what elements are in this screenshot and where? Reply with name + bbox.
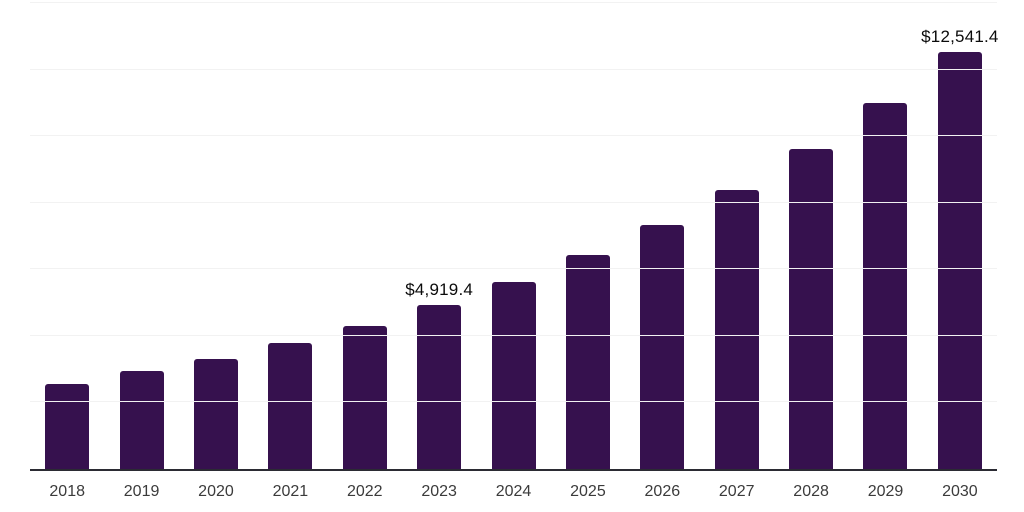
bar-2027 bbox=[714, 190, 759, 469]
bar-slot-2026 bbox=[625, 3, 699, 469]
bar-2021 bbox=[268, 342, 313, 469]
bar-2019 bbox=[119, 370, 164, 469]
x-tick-2028: 2028 bbox=[793, 483, 829, 500]
x-tick-2030: 2030 bbox=[942, 483, 978, 500]
bar-2018 bbox=[45, 383, 90, 469]
gridline-8000 bbox=[30, 201, 997, 203]
bar-2029 bbox=[863, 103, 908, 469]
bar-2022 bbox=[342, 325, 387, 469]
gridline-14000 bbox=[30, 2, 997, 3]
bar-slot-2025 bbox=[551, 3, 625, 469]
gridline-12000 bbox=[30, 68, 997, 70]
x-tick-2020: 2020 bbox=[198, 483, 234, 500]
plot-area: $4,919.4 $12,541.4 bbox=[30, 2, 999, 469]
x-tick-2027: 2027 bbox=[718, 483, 755, 500]
bar-slot-2021 bbox=[253, 3, 327, 469]
bar-2023 bbox=[417, 305, 462, 469]
bar-2026 bbox=[640, 225, 685, 469]
bar-slot-2022 bbox=[328, 3, 402, 469]
x-tick-2022: 2022 bbox=[346, 483, 383, 500]
bar-slot-2019 bbox=[104, 3, 178, 469]
bar-2028 bbox=[789, 149, 834, 469]
x-tick-2019: 2019 bbox=[123, 483, 160, 500]
gridline-10000 bbox=[30, 135, 997, 137]
x-tick-2023: 2023 bbox=[421, 483, 457, 500]
bar-slot-2027 bbox=[700, 3, 774, 469]
x-tick-2024: 2024 bbox=[495, 483, 532, 500]
gridline-2000 bbox=[30, 401, 997, 403]
x-tick-2018: 2018 bbox=[49, 483, 85, 500]
x-tick-2029: 2029 bbox=[867, 483, 904, 500]
bar-slot-2030: $12,541.4 bbox=[921, 3, 999, 469]
bar-slot-2023: $4,919.4 bbox=[402, 3, 476, 469]
bars-container: $4,919.4 $12,541.4 bbox=[30, 3, 999, 469]
bar-slot-2020 bbox=[179, 3, 253, 469]
bar-slot-2024 bbox=[476, 3, 550, 469]
bar-slot-2018 bbox=[30, 3, 104, 469]
x-tick-2021: 2021 bbox=[272, 483, 309, 500]
bar-slot-2029 bbox=[848, 3, 922, 469]
bar-2024 bbox=[491, 281, 536, 469]
data-label-2023: $4,919.4 bbox=[405, 280, 474, 300]
bar-2020 bbox=[193, 358, 238, 469]
data-label-2030: $12,541.4 bbox=[921, 26, 999, 46]
x-tick-2025: 2025 bbox=[570, 483, 606, 500]
x-axis-line bbox=[30, 469, 997, 471]
bar-slot-2028 bbox=[774, 3, 848, 469]
bar-2030 bbox=[937, 51, 982, 469]
gridline-4000 bbox=[30, 334, 997, 336]
x-axis-labels: 2018 2019 2020 2021 2022 2023 2024 2025 2026 2027… bbox=[30, 482, 997, 502]
gridline-6000 bbox=[30, 268, 997, 270]
x-tick-2026: 2026 bbox=[644, 483, 681, 500]
bar-2025 bbox=[565, 255, 610, 469]
